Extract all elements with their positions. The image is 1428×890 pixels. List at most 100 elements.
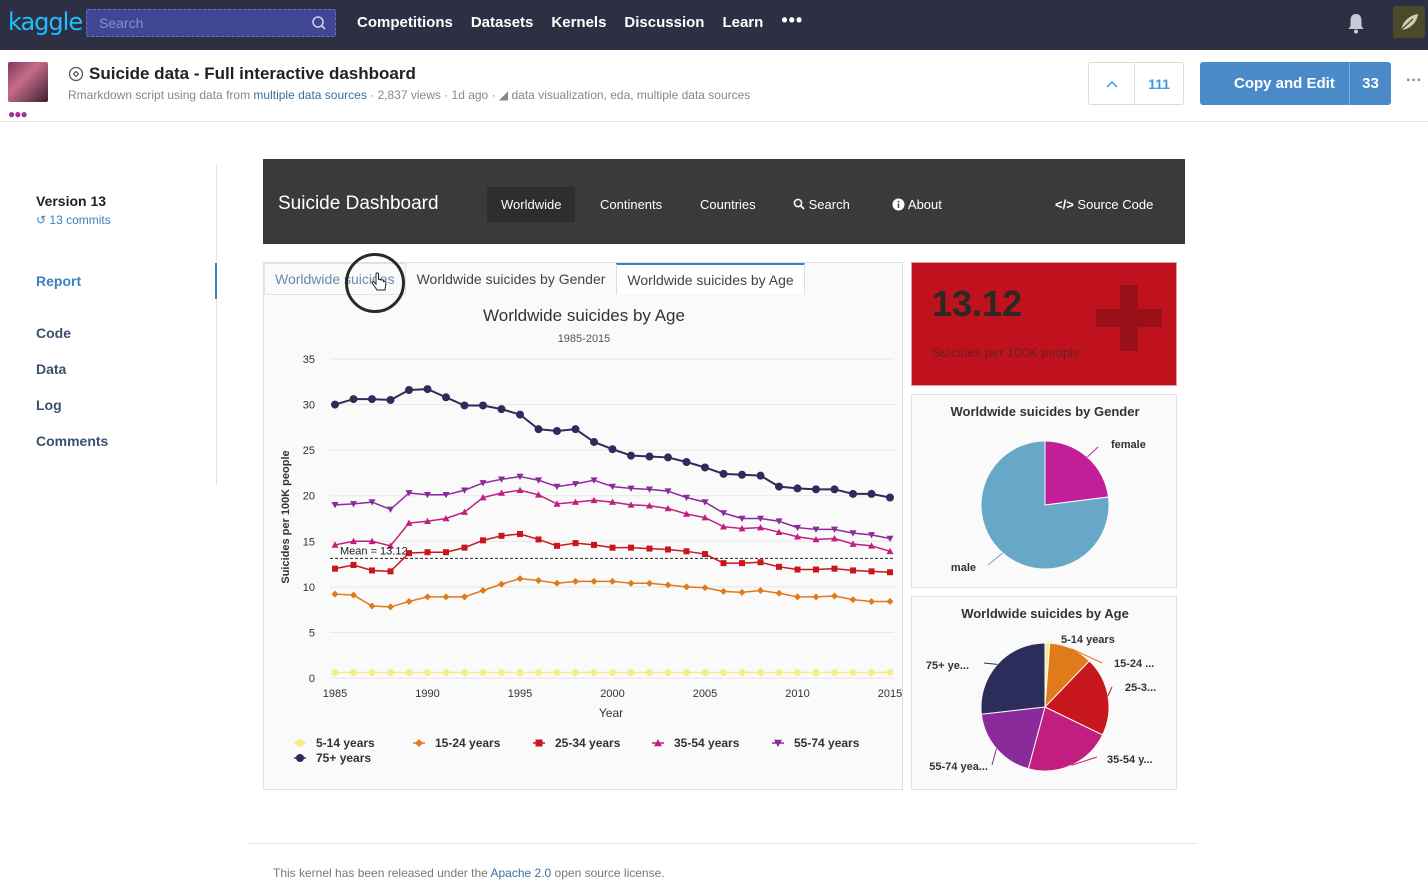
nav-kernels[interactable]: Kernels: [551, 14, 607, 31]
sidebar-item-log[interactable]: Log: [36, 397, 62, 413]
data-point: [296, 739, 304, 747]
data-point: [535, 491, 542, 498]
user-avatar[interactable]: [1393, 6, 1425, 38]
data-point: [516, 410, 524, 419]
data-point: [331, 590, 339, 598]
data-point: [775, 528, 783, 535]
tab-suicides-by-age[interactable]: Worldwide suicides by Age: [616, 263, 805, 295]
meta-views: · 2,837 views ·: [370, 88, 449, 102]
dash-tab-about[interactable]: About: [892, 197, 942, 212]
kernel-header: ●●● Suicide data - Full interactive dash…: [0, 50, 1428, 122]
chart-subtitle: 1985-2015: [558, 333, 611, 345]
x-tick-label: 1985: [323, 688, 347, 700]
data-point: [683, 669, 690, 677]
kpi-box: 13.12 Suicides per 100K people: [911, 262, 1177, 386]
license-footer: This kernel has been released under the …: [273, 866, 665, 880]
age-pie-chart: Worldwide suicides by Age 5-14 years 15-2…: [926, 606, 1156, 773]
data-point: [739, 560, 745, 567]
sidebar-item-comments[interactable]: Comments: [36, 433, 109, 449]
cursor-highlight: [345, 253, 405, 313]
data-point: [812, 526, 820, 533]
data-point: [702, 551, 708, 558]
data-point: [720, 560, 727, 567]
license-link[interactable]: Apache 2.0: [490, 866, 552, 880]
license-prefix: This kernel has been released under the: [273, 866, 488, 880]
history-icon: ↺: [36, 213, 47, 227]
age-pie-title: Worldwide suicides by Age: [961, 606, 1129, 621]
data-point: [887, 569, 893, 576]
data-point: [849, 489, 857, 498]
data-point: [664, 453, 672, 462]
y-tick-label: 20: [303, 491, 315, 503]
data-point: [498, 669, 505, 677]
data-point: [405, 385, 413, 394]
source-code-link[interactable]: </> Source Code: [1055, 197, 1153, 212]
kaggle-logo[interactable]: kaggle: [8, 8, 83, 36]
sidebar-item-code[interactable]: Code: [36, 325, 71, 341]
nav-learn[interactable]: Learn: [722, 14, 764, 31]
nav-competitions[interactable]: Competitions: [357, 14, 453, 31]
data-point: [794, 566, 801, 573]
data-point: [368, 669, 376, 677]
data-point: [654, 739, 662, 747]
pie-slice: [980, 440, 1110, 570]
legend-item: 35-54 years: [674, 736, 740, 750]
sidebar-item-data[interactable]: Data: [36, 361, 67, 377]
data-point: [628, 544, 634, 551]
data-point: [701, 514, 709, 521]
dashboard-brand[interactable]: Suicide Dashboard: [278, 193, 439, 214]
meta-tags[interactable]: data visualization, eda, multiple data s…: [511, 88, 751, 102]
avatar-leaf-icon: [1400, 14, 1418, 31]
data-point: [461, 593, 468, 601]
gender-pie-chart: Worldwide suicides by Gender female male: [950, 404, 1145, 574]
commits-label: 13 commits: [49, 213, 111, 227]
data-point: [701, 463, 709, 472]
author-avatar[interactable]: [8, 62, 48, 102]
commits-link[interactable]: ↺ 13 commits: [36, 213, 111, 227]
data-point: [627, 485, 635, 492]
data-point: [369, 567, 375, 574]
version-title: Version 13: [36, 193, 107, 209]
data-point: [349, 395, 358, 404]
copy-count: 33: [1349, 62, 1391, 105]
upvote-button[interactable]: [1089, 63, 1135, 104]
nav-datasets[interactable]: Datasets: [470, 14, 534, 31]
sidebar-item-report[interactable]: Report: [36, 273, 82, 289]
dash-tab-continents[interactable]: Continents: [600, 197, 663, 212]
series-line: [334, 388, 891, 499]
bell-icon[interactable]: [1346, 12, 1366, 34]
pie-slice: [980, 706, 1046, 770]
meta-source-link[interactable]: multiple data sources: [253, 88, 367, 102]
data-point: [738, 515, 746, 522]
nav-more-button[interactable]: •••: [781, 10, 804, 30]
data-point: [627, 501, 635, 508]
kernel-more-button[interactable]: ···: [1406, 72, 1422, 89]
search-input[interactable]: [99, 15, 299, 31]
search-icon[interactable]: [311, 15, 327, 31]
data-point: [405, 597, 413, 605]
data-point: [590, 496, 598, 504]
data-point: [461, 669, 468, 677]
data-point: [590, 437, 598, 446]
legend-item: 25-34 years: [555, 736, 621, 750]
data-point: [720, 523, 727, 530]
dash-tab-countries[interactable]: Countries: [700, 197, 756, 212]
data-point: [886, 597, 894, 605]
series-15-24-years: [331, 575, 894, 611]
data-point: [645, 452, 654, 461]
data-point: [535, 477, 542, 484]
dash-tab-search[interactable]: Search: [793, 197, 850, 212]
nav-discussion[interactable]: Discussion: [624, 14, 705, 31]
data-point: [553, 579, 561, 587]
pie-label: 5-14 years: [1061, 634, 1115, 646]
data-point: [757, 669, 764, 677]
dash-tab-worldwide[interactable]: Worldwide: [487, 187, 576, 222]
copy-and-edit-button[interactable]: Copy and Edit 33: [1200, 62, 1391, 105]
data-point: [350, 561, 357, 568]
tab-suicides-by-gender[interactable]: Worldwide suicides by Gender: [416, 271, 606, 287]
y-tick-label: 5: [309, 627, 315, 639]
legend-item: 15-24 years: [435, 736, 501, 750]
search-box[interactable]: [86, 9, 336, 37]
source-code-label: Source Code: [1077, 197, 1154, 212]
kernel-title: Suicide data - Full interactive dashboar…: [89, 64, 416, 83]
